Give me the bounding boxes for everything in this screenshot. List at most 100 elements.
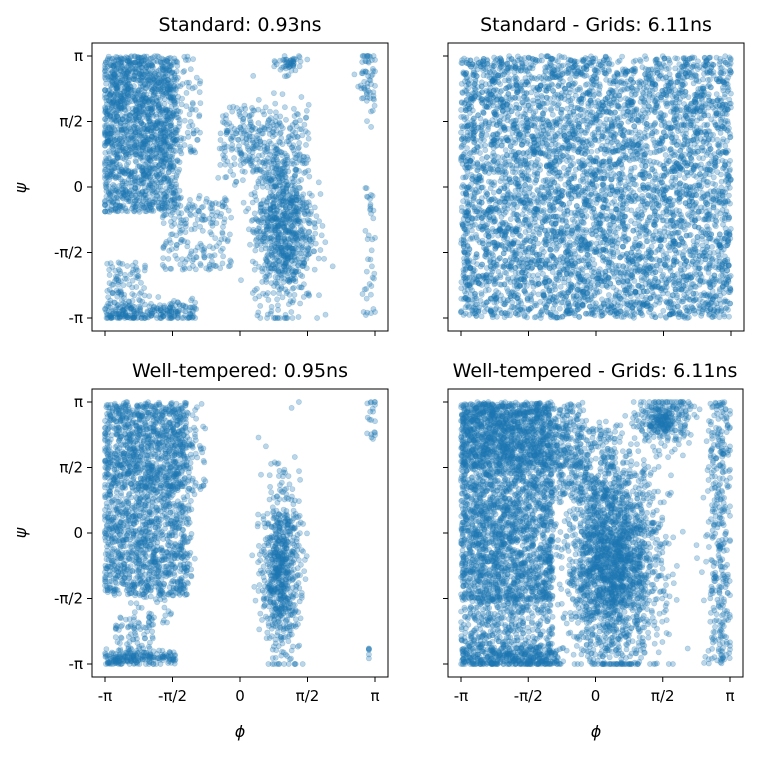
scatter-point [130, 88, 135, 93]
scatter-point [364, 269, 369, 274]
scatter-point [262, 266, 267, 271]
scatter-point [323, 240, 328, 245]
scatter-point [110, 142, 115, 147]
scatter-point [198, 224, 203, 229]
scatter-point [245, 144, 250, 149]
scatter-point [247, 132, 252, 137]
scatter-point [133, 186, 138, 191]
scatter-point [156, 102, 161, 107]
scatter-point [295, 112, 300, 117]
scatter-point [162, 175, 167, 180]
scatter-point [295, 134, 300, 139]
scatter-point [252, 211, 257, 216]
scatter-point [277, 139, 282, 144]
scatter-point [289, 258, 294, 263]
scatter-point [149, 89, 154, 94]
scatter-point [276, 259, 281, 264]
scatter-point [251, 168, 256, 173]
scatter-point [132, 315, 137, 320]
scatter-point [293, 245, 298, 250]
scatter-point [269, 304, 274, 309]
scatter-point [242, 169, 247, 174]
scatter-point [318, 247, 323, 252]
scatter-point [220, 261, 225, 266]
scatter-point [301, 260, 306, 265]
scatter-point [139, 142, 144, 147]
scatter-point [123, 55, 128, 60]
scatter-point [201, 214, 206, 219]
scatter-point [156, 294, 161, 299]
scatter-point [262, 112, 267, 117]
scatter-point [297, 140, 302, 145]
scatter-point [319, 233, 324, 238]
scatter-point [372, 83, 377, 88]
scatter-point [283, 175, 288, 180]
scatter-point [273, 279, 278, 284]
scatter-point [296, 314, 301, 319]
scatter-point [160, 262, 165, 267]
scatter-point [111, 207, 116, 212]
scatter-point [117, 183, 122, 188]
scatter-point [149, 149, 154, 154]
scatter-point [256, 153, 261, 158]
scatter-point [263, 246, 268, 251]
scatter-point [195, 217, 200, 222]
scatter-point [173, 253, 178, 258]
scatter-point [133, 136, 138, 141]
scatter-point [131, 94, 136, 99]
scatter-point [123, 137, 128, 142]
scatter-point [140, 166, 145, 171]
scatter-point [306, 136, 311, 141]
scatter-point [184, 90, 189, 95]
scatter-point [272, 234, 277, 239]
scatter-point [364, 53, 369, 58]
scatter-point [107, 193, 112, 198]
scatter-point [179, 102, 184, 107]
scatter-point [369, 58, 374, 63]
scatter-point [290, 315, 295, 320]
scatter-point [356, 84, 361, 89]
scatter-point [278, 272, 283, 277]
scatter-point [106, 98, 111, 103]
scatter-point [257, 159, 262, 164]
scatter-point [270, 254, 275, 259]
scatter-point [265, 315, 270, 320]
scatter-point [306, 200, 311, 205]
scatter-point [122, 314, 127, 319]
scatter-point [114, 311, 119, 316]
scatter-point [102, 198, 107, 203]
scatter-point [368, 257, 373, 262]
scatter-point [273, 245, 278, 250]
scatter-point [260, 279, 265, 284]
scatter-point [254, 142, 259, 147]
scatter-point [306, 168, 311, 173]
scatter-point [275, 297, 280, 302]
scatter-point [241, 129, 246, 134]
scatter-point [369, 124, 374, 129]
scatter-point [168, 64, 173, 69]
scatter-point [108, 111, 113, 116]
scatter-point [287, 278, 292, 283]
scatter-point [156, 80, 161, 85]
scatter-point [307, 221, 312, 226]
scatter-point [208, 221, 213, 226]
scatter-point [115, 195, 120, 200]
scatter-point [233, 179, 238, 184]
scatter-point [272, 198, 277, 203]
scatter-point [132, 209, 137, 214]
scatter-point [286, 135, 291, 140]
scatter-point [372, 309, 377, 314]
scatter-point [363, 228, 368, 233]
scatter-point [133, 129, 138, 134]
scatter-point [177, 214, 182, 219]
scatter-point [264, 224, 269, 229]
scatter-point [254, 286, 259, 291]
scatter-point [167, 159, 172, 164]
scatter-point [250, 290, 255, 295]
scatter-point [372, 103, 377, 108]
scatter-point [146, 198, 151, 203]
scatter-point [162, 140, 167, 145]
scatter-point [232, 155, 237, 160]
scatter-point [165, 84, 170, 89]
scatter-point [231, 104, 236, 109]
